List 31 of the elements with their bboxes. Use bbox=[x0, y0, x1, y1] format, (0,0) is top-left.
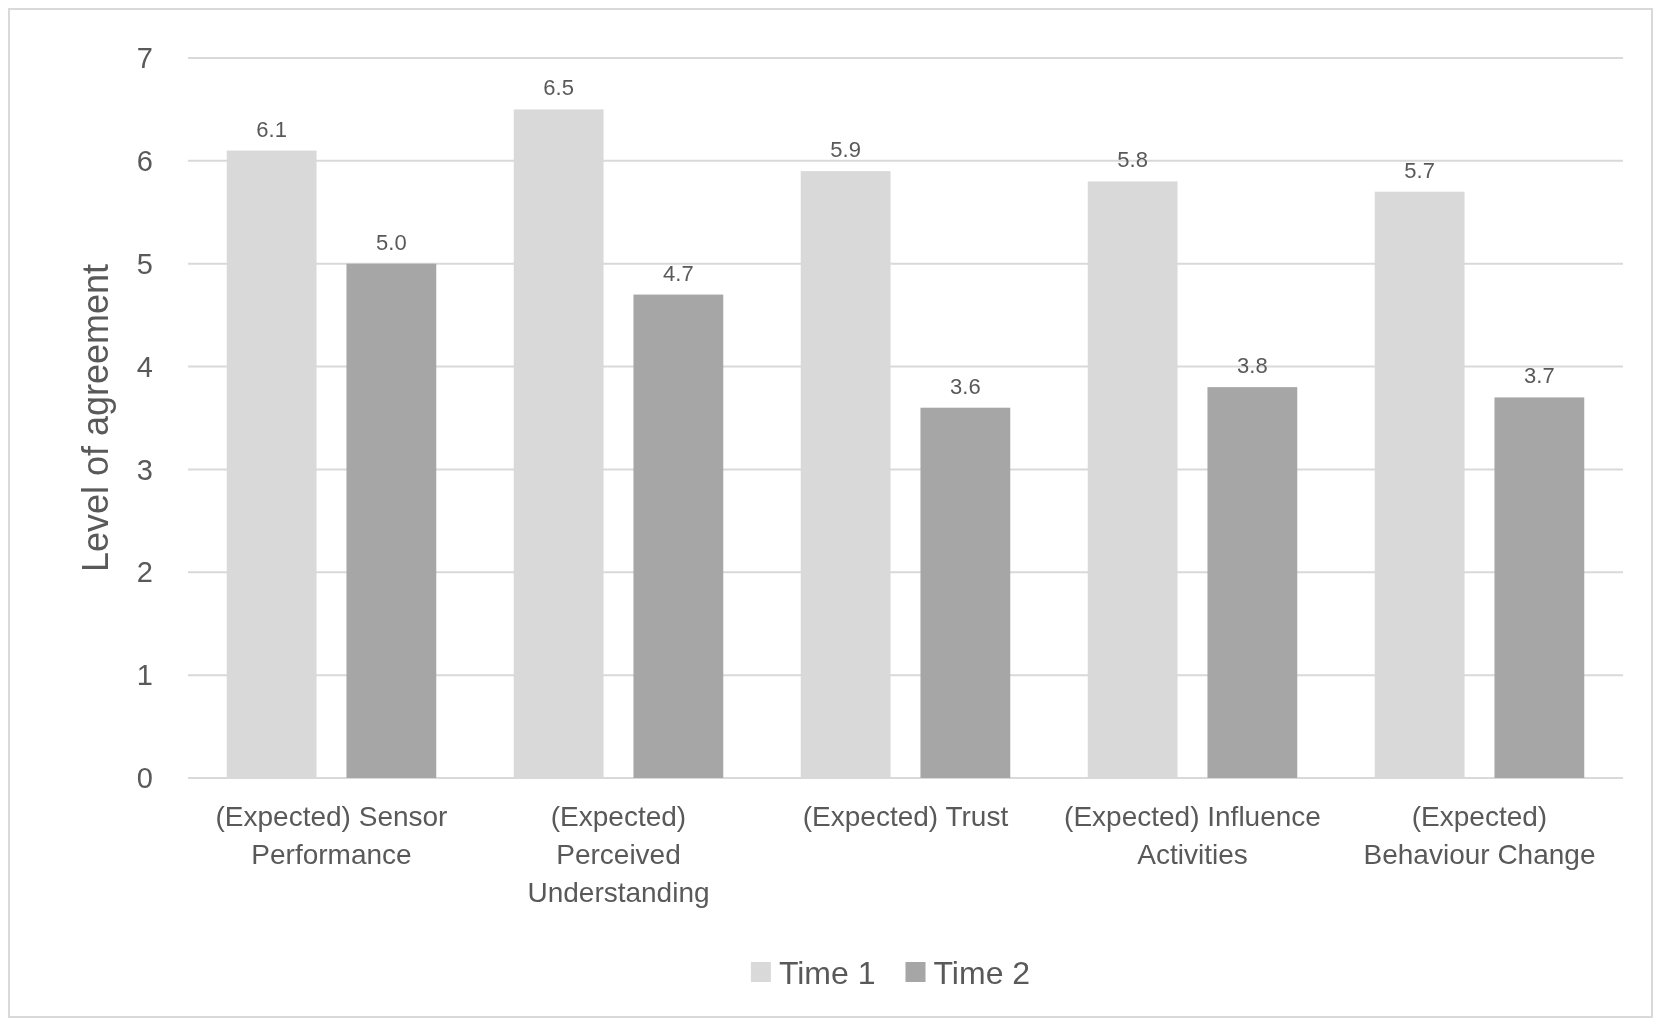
legend-label: Time 2 bbox=[933, 955, 1031, 992]
y-tick-label: 6 bbox=[136, 145, 153, 178]
x-tick-label: (Expected) Trust bbox=[802, 801, 1009, 832]
x-tick-label: (Expected) Perceived Understanding bbox=[527, 801, 710, 908]
x-tick-label: (Expected) Sensor Performance bbox=[215, 801, 448, 870]
x-tick-label: (Expected) Behaviour Change bbox=[1363, 801, 1596, 870]
y-tick-label: 1 bbox=[136, 659, 153, 692]
x-tick-label: (Expected) Influence Activities bbox=[1064, 801, 1321, 870]
y-tick-label: 5 bbox=[136, 247, 153, 280]
y-tick-label: 7 bbox=[136, 42, 153, 75]
data-label: 6.1 bbox=[256, 116, 287, 142]
data-label: 5.7 bbox=[1404, 157, 1435, 183]
data-label: 5.8 bbox=[1117, 147, 1148, 173]
data-label: 5.9 bbox=[830, 137, 861, 163]
bar bbox=[920, 407, 1011, 778]
bar bbox=[1494, 397, 1585, 778]
data-label: 3.7 bbox=[1524, 363, 1555, 389]
data-label: 3.8 bbox=[1237, 353, 1268, 379]
data-label: 6.5 bbox=[543, 75, 574, 101]
bar bbox=[346, 263, 437, 778]
bar bbox=[1207, 387, 1298, 778]
y-tick-label: 0 bbox=[136, 762, 153, 795]
data-label: 3.6 bbox=[950, 373, 981, 399]
legend-label: Time 1 bbox=[778, 955, 876, 992]
y-tick-label: 3 bbox=[136, 453, 153, 486]
bar bbox=[633, 294, 724, 778]
data-label: 4.7 bbox=[663, 260, 694, 286]
y-tick-label: 4 bbox=[136, 350, 153, 383]
data-label: 5.0 bbox=[376, 229, 407, 255]
y-tick-label: 2 bbox=[136, 556, 153, 589]
y-axis-title: Level of agreement bbox=[75, 263, 116, 573]
